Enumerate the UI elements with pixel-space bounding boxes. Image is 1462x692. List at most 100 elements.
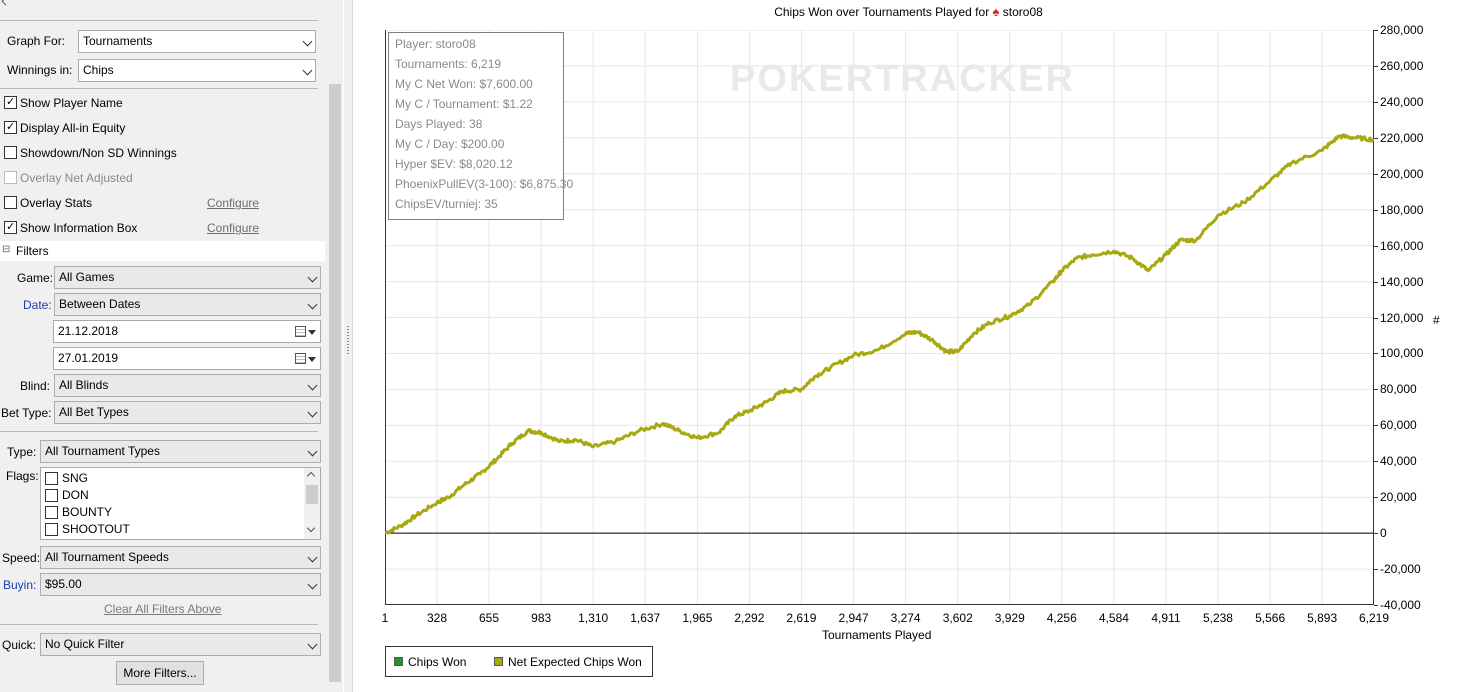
scroll-thumb[interactable] [306,485,318,504]
date-from-value: 21.12.2018 [58,324,119,338]
game-select[interactable]: All Games [54,266,321,289]
collapse-arrow-icon[interactable] [1,0,9,6]
x-tick-label: 4,584 [1098,611,1129,625]
more-filters-button[interactable]: More Filters... [116,661,204,685]
x-tick-label: 4,256 [1046,611,1077,625]
chevron-down-icon [307,407,318,418]
y-tick-label: -40,000 [1380,598,1421,612]
chevron-down-icon [302,36,313,47]
overlay-stats-configure-link[interactable]: Configure [207,196,260,210]
y-tick-mark [1374,425,1378,427]
flag-checkbox[interactable] [45,489,58,502]
winnings-in-label: Winnings in: [7,63,73,77]
flags-list[interactable]: SNG DON BOUNTY SHOOTOUT [40,467,321,540]
date-select[interactable]: Between Dates [54,293,321,316]
info-box-line: My C / Day: $200.00 [395,137,505,151]
show-player-name-label: Show Player Name [20,96,123,110]
y-tick-label: 240,000 [1380,94,1424,109]
overlay-net-adjusted-label: Overlay Net Adjusted [20,171,133,185]
y-tick-mark [1374,569,1378,571]
x-tick-label: 3,274 [890,611,921,625]
scroll-thumb[interactable] [329,84,341,682]
y-tick-mark [1374,389,1378,391]
quick-label: Quick: [2,638,37,652]
overlay-stats-checkbox[interactable] [4,196,17,209]
filters-header[interactable]: ⊟ Filters [0,241,325,261]
scroll-down-icon[interactable] [306,523,316,533]
chevron-down-icon [307,446,318,457]
overlay-net-adjusted-checkbox[interactable] [4,171,17,184]
y-tick-mark [1374,281,1378,283]
divider [0,88,318,89]
date-from-picker[interactable]: 21.12.2018 [53,320,321,343]
filter-panel: Graph For: Tournaments Winnings in: Chip… [0,0,343,692]
show-information-box-checkbox[interactable] [4,221,17,234]
tournament-type-value: All Tournament Types [45,444,160,458]
y-tick-mark [1374,317,1378,319]
show-information-box-label: Show Information Box [20,221,138,235]
y-tick-label: 160,000 [1380,238,1424,253]
dropdown-arrow-icon [308,357,316,362]
x-tick-label: 2,292 [734,611,765,625]
y-tick-mark [1374,173,1378,175]
buyin-value: $95.00 [45,577,82,591]
showdown-nonsd-checkbox[interactable] [4,146,17,159]
chevron-down-icon [307,639,318,650]
y-tick-label: 20,000 [1380,490,1417,505]
info-box-line: Hyper $EV: $8,020.12 [395,157,513,171]
panel-scrollbar[interactable] [327,0,343,692]
legend-swatch-net-expected [494,657,503,666]
chart-legend: Chips Won Net Expected Chips Won [385,646,653,677]
x-tick-label: 1 [381,611,389,625]
overlay-stats-label: Overlay Stats [20,196,93,210]
info-box-line: Player: storo08 [395,37,476,51]
legend-label-chips-won: Chips Won [408,655,467,669]
buyin-label[interactable]: Buyin: [3,578,37,592]
show-player-name-checkbox[interactable] [4,96,17,109]
information-box-configure-link[interactable]: Configure [207,221,260,235]
bet-type-select[interactable]: All Bet Types [54,401,321,424]
y-tick-mark [1374,30,1378,31]
graph-for-select[interactable]: Tournaments [78,30,316,53]
collapse-icon: ⊟ [2,244,11,255]
y-tick-label: 200,000 [1380,166,1424,181]
flag-checkbox[interactable] [45,523,58,536]
splitter-handle[interactable] [344,0,353,692]
x-tick-label: 5,893 [1307,611,1338,625]
flag-label: BOUNTY [62,505,113,519]
divider [0,624,318,625]
x-tick-label: 5,566 [1255,611,1286,625]
quick-filter-select[interactable]: No Quick Filter [40,633,321,656]
flags-scrollbar[interactable] [304,468,320,539]
display-allin-equity-checkbox[interactable] [4,121,17,134]
speed-select[interactable]: All Tournament Speeds [40,546,321,569]
tournament-type-select[interactable]: All Tournament Types [40,440,321,463]
flags-label: Flags: [6,469,39,483]
y-tick-label: 80,000 [1380,382,1417,397]
y-tick-label: 0 [1380,526,1387,541]
blind-select[interactable]: All Blinds [54,374,321,397]
flag-checkbox[interactable] [45,472,58,485]
y-tick-mark [1374,209,1378,211]
speed-label: Speed: [2,551,41,565]
clear-all-filters-link[interactable]: Clear All Filters Above [104,602,222,616]
buyin-select[interactable]: $95.00 [40,573,321,596]
flag-checkbox[interactable] [45,506,58,519]
date-to-value: 27.01.2019 [58,351,119,365]
y-tick-label: -20,000 [1380,562,1421,577]
winnings-in-select[interactable]: Chips [78,59,316,82]
chart-title-player: storo08 [1002,5,1043,19]
blind-label: Blind: [20,379,51,393]
y-tick-label: 40,000 [1380,454,1417,469]
date-to-picker[interactable]: 27.01.2019 [53,347,321,370]
chart-title-prefix: Chips Won over Tournaments Played for [774,5,990,19]
legend-swatch-chips-won [394,657,403,666]
game-value: All Games [59,270,115,284]
date-label[interactable]: Date: [23,298,52,312]
type-label: Type: [7,445,37,459]
x-tick-label: 1,637 [630,611,661,625]
scroll-up-icon[interactable] [306,471,316,481]
chevron-down-icon [307,272,318,283]
y-axis-label: # [1433,313,1440,327]
y-tick-label: 220,000 [1380,130,1424,145]
